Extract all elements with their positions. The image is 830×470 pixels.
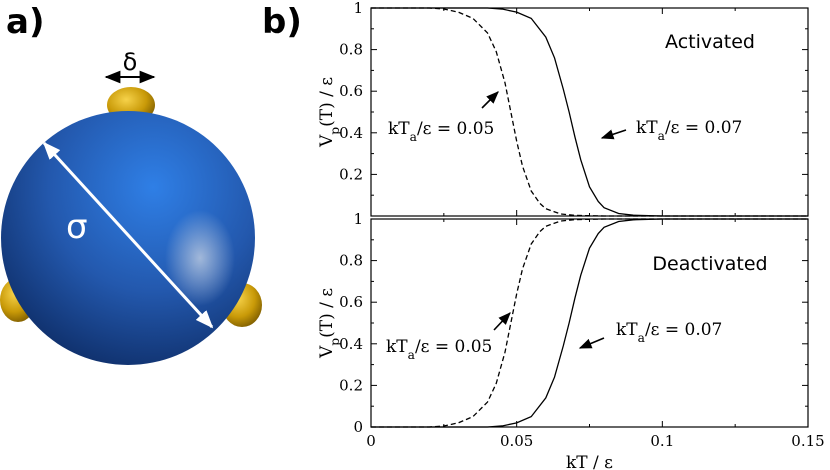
annotation-dashed-suffix: /ε = 0.05 xyxy=(417,119,494,139)
x-axis-label: kT / ε xyxy=(566,453,613,470)
x-tick-label: 0.05 xyxy=(500,432,533,450)
annotation-dashed-prefix: kT xyxy=(388,119,410,139)
annotation-dashed-sub: a xyxy=(410,130,417,144)
x-tick-label: 0 xyxy=(366,432,376,450)
y-axis-label: Vp(T) / ε xyxy=(317,77,342,148)
annotation-solid-suffix: /ε = 0.07 xyxy=(665,118,742,138)
y-axis-label-sub: p xyxy=(328,127,342,135)
delta-symbol: δ xyxy=(123,48,138,76)
y-tick-label: 0.2 xyxy=(339,165,363,183)
plot-deactivated: 0 0.2 0.4 0.6 0.8 1 0 0.05 0.1 0.15 Vp(T) / ε kT / … xyxy=(317,210,825,470)
y-tick-label: 0.2 xyxy=(339,376,363,394)
y-tick-label: 1 xyxy=(353,0,363,17)
x-tick-label: 0.15 xyxy=(791,432,824,450)
y-axis-label-rest: (T) / ε xyxy=(317,288,337,338)
annotation-dashed-suffix: /ε = 0.05 xyxy=(415,337,492,357)
panel-a-label: a) xyxy=(6,2,44,42)
y-axis-label-main: V xyxy=(317,345,337,359)
annotation-dashed-sub: a xyxy=(408,348,415,362)
annotation-dashed-prefix: kT xyxy=(386,337,408,357)
series-solid-line xyxy=(371,7,808,217)
sigma-arrow xyxy=(42,141,214,329)
state-label-deactivated: Deactivated xyxy=(652,253,767,275)
y-axis-label-main: V xyxy=(317,134,337,148)
y-axis-label-rest: (T) / ε xyxy=(317,77,337,127)
annotation-dashed: kTa/ε = 0.05 xyxy=(386,337,492,362)
annotation-solid-suffix: /ε = 0.07 xyxy=(645,320,722,340)
sigma-symbol: σ xyxy=(66,207,88,247)
series-dashed-line xyxy=(371,218,808,428)
annotation-arrow-solid xyxy=(578,337,605,349)
annotation-solid-prefix: kT xyxy=(636,118,658,138)
y-tick-label: 0.4 xyxy=(339,335,363,353)
annotation-arrow-dashed xyxy=(493,312,511,331)
annotation-arrow-solid xyxy=(600,129,627,140)
series-solid-line xyxy=(371,218,808,428)
annotation-solid: kTa/ε = 0.07 xyxy=(636,118,742,143)
annotation-solid-sub: a xyxy=(638,331,645,345)
sphere-highlight xyxy=(165,210,235,306)
patchy-particle-illustration: σ δ xyxy=(0,48,262,365)
state-label-activated: Activated xyxy=(665,31,755,53)
annotation-solid-sub: a xyxy=(658,129,665,143)
series-dashed-line xyxy=(371,7,808,217)
y-tick-label: 0.6 xyxy=(339,293,363,311)
y-tick-label: 0.6 xyxy=(339,82,363,100)
y-axis-label-sub: p xyxy=(328,338,342,346)
y-tick-label: 0.8 xyxy=(339,252,363,270)
annotation-dashed: kTa/ε = 0.05 xyxy=(388,119,494,144)
y-tick-label: 0 xyxy=(353,418,363,436)
y-tick-label: 0.8 xyxy=(339,41,363,59)
panel-b-label: b) xyxy=(262,2,302,42)
annotation-arrow-dashed xyxy=(481,91,499,109)
annotation-solid: kTa/ε = 0.07 xyxy=(616,320,722,345)
y-tick-label: 1 xyxy=(353,210,363,228)
x-tick-label: 0.1 xyxy=(650,432,674,450)
annotation-solid-prefix: kT xyxy=(616,320,638,340)
y-tick-label: 0.4 xyxy=(339,124,363,142)
y-axis-label: Vp(T) / ε xyxy=(317,288,342,359)
